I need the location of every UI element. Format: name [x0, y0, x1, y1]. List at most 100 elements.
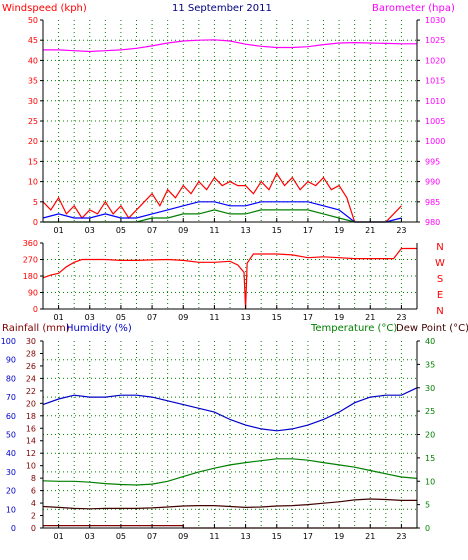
x-tick-label: 09 [178, 226, 188, 235]
direction-tick-label: 90 [28, 289, 38, 298]
x-tick-label: 19 [334, 313, 344, 322]
humidity-tick-label: 100 [1, 337, 16, 346]
direction-series [42, 247, 417, 310]
barometer-tick-label: 1025 [425, 36, 445, 45]
temperature-tick-label: 15 [425, 454, 435, 463]
windspeed-tick-label: 15 [28, 157, 38, 166]
windspeed-tick-label: 50 [28, 16, 38, 25]
x-tick-label: 15 [272, 226, 282, 235]
wind-ticks: 0510152025303540455098098599099510001005… [28, 16, 446, 227]
chart-title: 11 September 2011 [172, 3, 272, 14]
x-tick-label: 01 [53, 532, 63, 541]
temperature-tick-label: 10 [425, 477, 435, 486]
x-tick-label: 03 [85, 532, 95, 541]
humidity-tick-label: 40 [6, 449, 16, 458]
rain-tick-label: 30 [26, 337, 36, 346]
x-tick-label: 01 [53, 313, 63, 322]
windspeed-tick-label: 25 [28, 117, 38, 126]
windspeed-axis-title: Windspeed (kph) [2, 3, 87, 14]
direction-gridlines [42, 243, 418, 309]
series-line-windspeed [42, 172, 402, 223]
barometer-tick-label: 1005 [425, 117, 445, 126]
humidity-tick-label: 70 [6, 393, 16, 402]
rain-tick-label: 8 [31, 474, 36, 483]
x-tick-label: 05 [116, 532, 126, 541]
dewpoint-axis-title: Dew Point (°C) [396, 323, 468, 334]
compass-label: N [436, 242, 443, 253]
windspeed-tick-label: 0 [33, 218, 38, 227]
barometer-tick-label: 985 [425, 198, 440, 207]
x-tick-label: 21 [365, 226, 375, 235]
x-tick-label: 11 [209, 532, 219, 541]
rain-tick-label: 16 [26, 424, 36, 433]
temperature-tick-label: 35 [425, 360, 435, 369]
x-tick-label: 21 [365, 313, 375, 322]
rain-tick-label: 4 [31, 499, 36, 508]
wind-x-labels: 01 03 05 07 09 11 13 15 17 19 21 23 [53, 218, 407, 235]
rain-tick-label: 14 [26, 437, 36, 446]
windspeed-tick-label: 30 [28, 97, 38, 106]
climate-ticks: 0102030405060708090100024681012141618202… [1, 337, 435, 533]
compass-label: W [435, 258, 445, 269]
x-tick-label: 13 [240, 226, 250, 235]
rain-tick-label: 6 [31, 487, 36, 496]
x-tick-label: 07 [147, 532, 157, 541]
humidity-tick-label: 60 [6, 412, 16, 421]
wind-panel: 0510152025303540455098098599099510001005… [2, 3, 455, 235]
temperature-tick-label: 30 [425, 384, 435, 393]
humidity-tick-label: 30 [6, 468, 16, 477]
series-line-barometer [43, 39, 417, 53]
temperature-tick-label: 5 [425, 501, 430, 510]
direction-tick-label: 270 [23, 256, 38, 265]
climate-panel: 0102030405060708090100024681012141618202… [1, 323, 468, 541]
x-tick-label: 19 [334, 532, 344, 541]
rain-tick-label: 12 [26, 449, 36, 458]
temperature-tick-label: 0 [425, 524, 430, 533]
barometer-axis-title: Barometer (hpa) [372, 3, 455, 14]
barometer-tick-label: 1000 [425, 137, 445, 146]
barometer-tick-label: 995 [425, 157, 440, 166]
rain-tick-label: 0 [31, 524, 36, 533]
rain-tick-label: 24 [26, 374, 36, 383]
x-tick-label: 17 [303, 313, 313, 322]
series-line-dew-point [42, 498, 417, 510]
x-tick-label: 05 [116, 313, 126, 322]
x-tick-label: 03 [85, 226, 95, 235]
humidity-tick-label: 80 [6, 374, 16, 383]
x-tick-label: 15 [272, 532, 282, 541]
x-tick-label: 11 [209, 226, 219, 235]
humidity-tick-label: 10 [6, 505, 16, 514]
x-tick-label: 09 [178, 313, 188, 322]
climate-x-labels: 01 03 05 07 09 11 13 15 17 19 21 23 [53, 524, 407, 541]
x-tick-label: 11 [209, 313, 219, 322]
x-tick-label: 17 [303, 532, 313, 541]
windspeed-tick-label: 5 [33, 198, 38, 207]
windspeed-tick-label: 35 [28, 77, 38, 86]
x-tick-label: 19 [334, 226, 344, 235]
windspeed-tick-label: 45 [28, 36, 38, 45]
temperature-tick-label: 40 [425, 337, 435, 346]
barometer-tick-label: 980 [425, 218, 440, 227]
humidity-axis-title: Humidity (%) [66, 323, 132, 334]
rain-tick-label: 18 [26, 412, 36, 421]
direction-tick-label: 0 [33, 305, 38, 314]
x-tick-label: 07 [147, 226, 157, 235]
direction-tick-label: 180 [23, 272, 38, 281]
x-tick-label: 23 [396, 532, 406, 541]
temperature-tick-label: 25 [425, 407, 435, 416]
windspeed-tick-label: 10 [28, 178, 38, 187]
barometer-tick-label: 1010 [425, 97, 445, 106]
x-tick-label: 07 [147, 313, 157, 322]
barometer-tick-label: 990 [425, 178, 440, 187]
rainfall-axis-title: Rainfall (mm) [2, 323, 70, 334]
series-line-windspeed-average [42, 201, 402, 223]
x-tick-label: 09 [178, 532, 188, 541]
x-tick-label: 01 [53, 226, 63, 235]
x-tick-label: 23 [396, 226, 406, 235]
temperature-tick-label: 20 [425, 431, 435, 440]
humidity-tick-label: 50 [6, 431, 16, 440]
series-line-temperature [42, 458, 418, 486]
